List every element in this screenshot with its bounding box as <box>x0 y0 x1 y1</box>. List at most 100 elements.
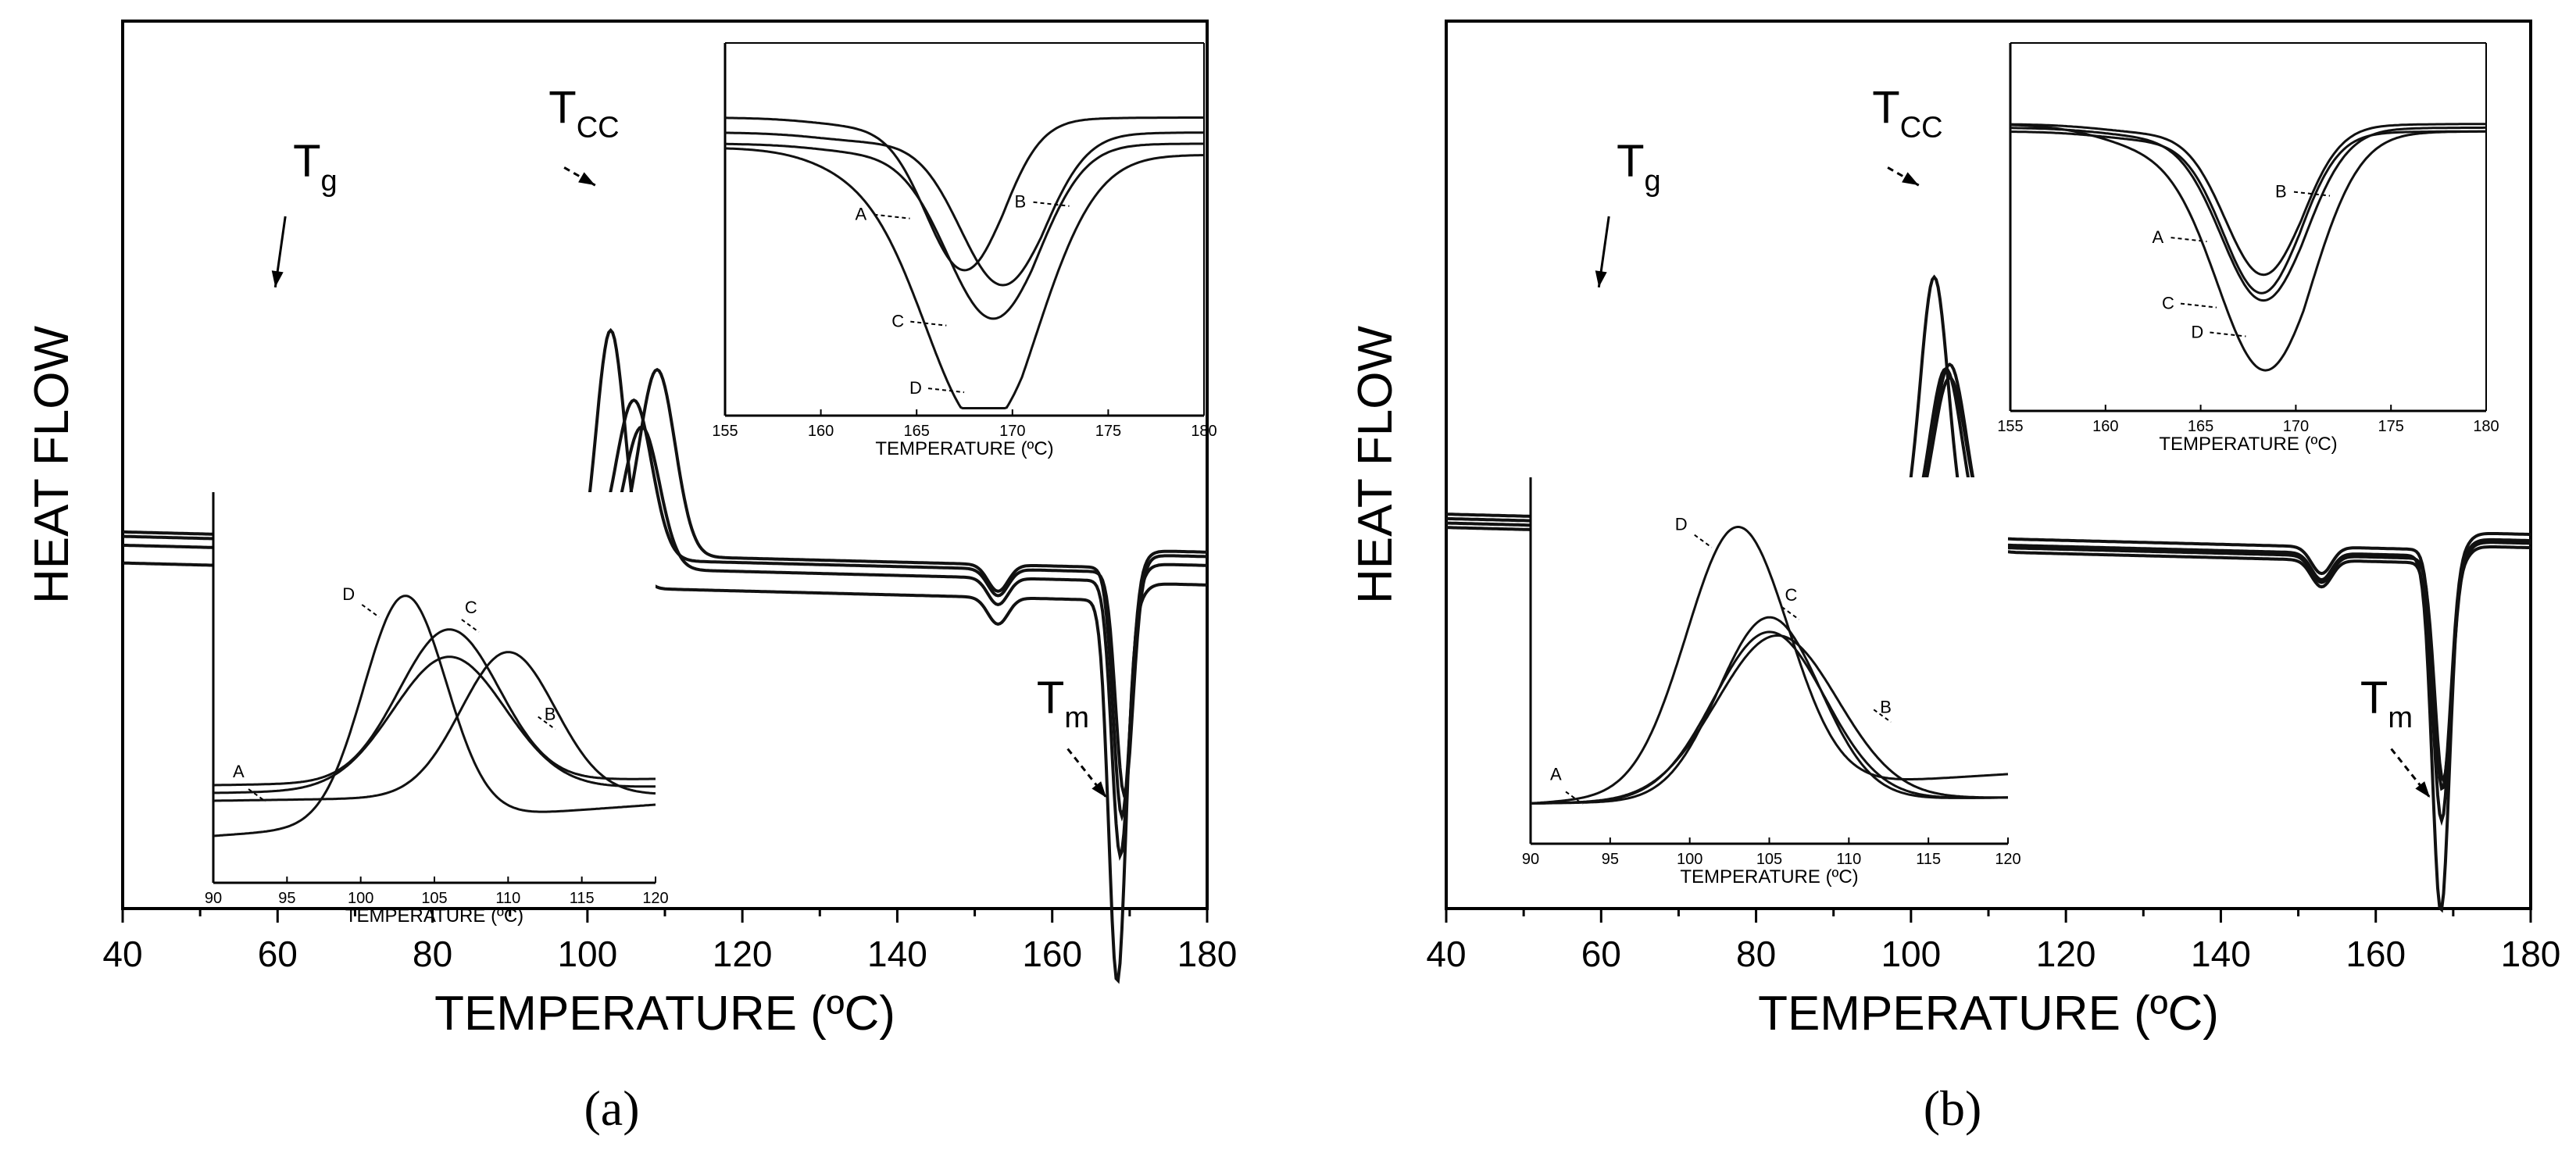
inset-curve-B <box>1530 634 2008 805</box>
inset-x-tick-label: 175 <box>2378 418 2404 435</box>
inset-label-B: B <box>2275 182 2287 202</box>
inset-curve-C <box>725 142 1204 320</box>
inset-label-leader <box>361 604 380 618</box>
inset-label-leader <box>927 387 965 394</box>
inset-background <box>2010 43 2486 411</box>
inset-x-tick-label: 170 <box>2283 418 2309 435</box>
inset-label-A: A <box>856 205 867 224</box>
x-tick-label: 40 <box>102 934 142 974</box>
inset-label-D: D <box>342 584 355 604</box>
annotation-arrowhead <box>578 172 595 186</box>
inset-x-tick-label: 90 <box>1522 851 1539 868</box>
inset-label-leader <box>874 213 910 220</box>
inset-x-tick-label: 165 <box>2188 418 2213 435</box>
inset-label-A: A <box>233 762 245 781</box>
annotation-TCC: TCC <box>1872 83 1942 145</box>
inset-x-tick-label: 110 <box>1836 851 1861 868</box>
x-tick-label: 120 <box>2036 934 2096 974</box>
inset-x-tick-label: 165 <box>904 423 930 440</box>
x-axis-label: TEMPERATURE (ºC) <box>434 987 895 1041</box>
inset-x-tick-label: 95 <box>278 890 295 907</box>
inset-x-tick-label: 180 <box>2473 418 2499 435</box>
panel-b: 40 60 80 100 120 140 160 180 TEMPERATURE (ºC) HEA… <box>1349 20 2560 1136</box>
inset-x-axis-label: TEMPERATURE (ºC) <box>875 438 1053 459</box>
inset-label-A: A <box>1550 764 1562 784</box>
inset-label-B: B <box>1880 697 1892 716</box>
inset-curve-D <box>724 147 1204 409</box>
inset-x-axis-label: TEMPERATURE (ºC) <box>2159 434 2337 455</box>
inset-curve-C <box>213 628 656 787</box>
inset-x-tick-label: 100 <box>1677 851 1702 868</box>
inset-x-tick-label: 155 <box>712 423 738 440</box>
inset-label-leader <box>910 320 947 327</box>
inset-label-leader <box>2210 331 2246 337</box>
x-tick-label: 80 <box>413 934 452 974</box>
x-tick-label: 160 <box>1022 934 1082 974</box>
inset-x-tick-label: 160 <box>2092 418 2118 435</box>
inset-label-leader <box>538 716 556 730</box>
inset-label-B: B <box>545 705 556 724</box>
annotation-arrow <box>563 166 596 187</box>
x-tick-label: 60 <box>258 934 298 974</box>
x-tick-label: 80 <box>1736 934 1776 974</box>
inset-x-axis-label: TEMPERATURE (ºC) <box>345 905 523 927</box>
inset-label-D: D <box>1675 515 1688 534</box>
inset-x-tick-label: 120 <box>1995 851 2020 868</box>
annotation-arrowhead <box>1902 172 1919 186</box>
x-tick-label: 160 <box>2346 934 2406 974</box>
annotation-arrowhead <box>1091 781 1107 798</box>
inset-x-tick-label: 90 <box>205 890 222 907</box>
x-tick-label: 60 <box>1581 934 1621 974</box>
inset-label-B: B <box>1015 192 1027 212</box>
annotation-TCC: TCC <box>548 83 619 145</box>
inset-curve-C <box>1531 616 2008 805</box>
y-axis-label: HEAT FLOW <box>1349 326 1402 604</box>
inset-curve-B <box>213 655 656 795</box>
inset-curve-B <box>2010 123 2486 277</box>
inset-curve-D <box>1530 526 2009 805</box>
panel-caption: (a) <box>584 1080 639 1136</box>
annotation-Tm: Tm <box>1037 673 1089 734</box>
inset-label-leader <box>461 619 480 633</box>
annotation-Tm: Tm <box>2360 673 2413 734</box>
panel-a: 40 60 80 100 120 140 160 180 TEMPERATURE (ºC) HEA… <box>25 20 1237 1136</box>
inset-label-C: C <box>2162 294 2174 313</box>
x-tick-label: 120 <box>713 934 773 974</box>
inset-curve-D <box>2010 123 2486 372</box>
inset-label-A: A <box>2153 227 2164 247</box>
inset-background <box>213 492 656 883</box>
inset-x-tick-label: 170 <box>999 423 1025 440</box>
inset-label-leader <box>1033 201 1070 207</box>
annotation-arrow <box>1887 166 1920 187</box>
inset-curve-B <box>725 131 1204 287</box>
annotation-Tg: Tg <box>293 136 338 198</box>
inset-x-tick-label: 105 <box>1756 851 1782 868</box>
inset-label-D: D <box>2191 323 2203 342</box>
inset-curve-D <box>213 595 656 837</box>
annotation-Tg: Tg <box>1617 136 1661 198</box>
inset-label-leader <box>1873 709 1892 723</box>
inset-x-tick-label: 105 <box>421 890 447 907</box>
inset-label-D: D <box>909 378 922 398</box>
x-tick-label: 40 <box>1426 934 1466 974</box>
inset-x-tick-label: 115 <box>570 890 595 907</box>
x-tick-label: 140 <box>867 934 927 974</box>
x-tick-label: 100 <box>1881 934 1941 974</box>
inset-label-leader <box>1781 606 1800 620</box>
annotation-arrowhead <box>1595 270 1607 287</box>
inset-x-tick-label: 100 <box>348 890 373 907</box>
annotation-arrowhead <box>2415 781 2431 798</box>
inset-x-tick-label: 180 <box>1191 423 1217 440</box>
inset-background <box>1531 477 2008 844</box>
x-tick-label: 140 <box>2191 934 2251 974</box>
inset-x-tick-label: 155 <box>1997 418 2023 435</box>
x-axis-label: TEMPERATURE (ºC) <box>1758 987 2219 1041</box>
inset-x-tick-label: 120 <box>642 890 668 907</box>
inset-background <box>725 43 1204 416</box>
inset-curve-A <box>213 651 656 802</box>
inset-crystallization: 90 95 100 105 110 115 120 TEMPERATURE (ºC) A B C D <box>1522 477 2021 887</box>
inset-melting: 155 160 165 170 175 180 TEMPERATURE (ºC) A B CD <box>1997 42 2499 455</box>
inset-crystallization: 90 95 100 105 110 115 120 TEMPERATURE (ºC) A B C D <box>205 492 669 927</box>
